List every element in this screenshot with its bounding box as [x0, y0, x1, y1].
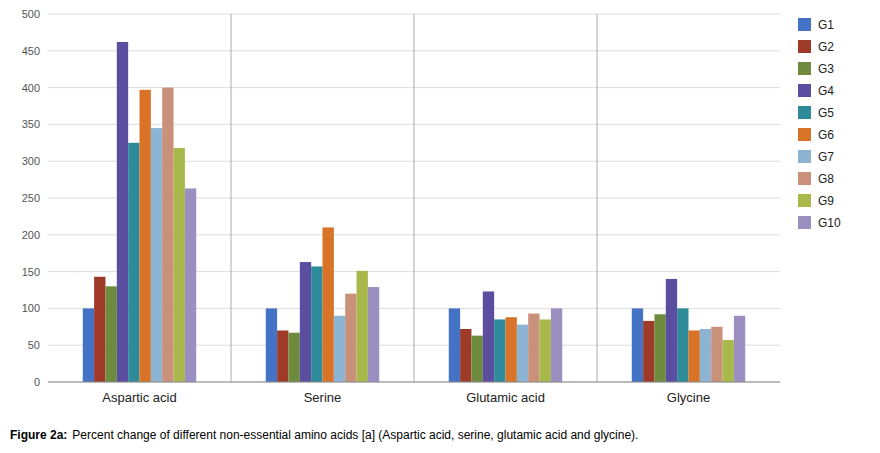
bar: [345, 294, 356, 382]
category-separator: [597, 14, 598, 382]
bar: [494, 319, 505, 382]
bar-series: [128, 143, 688, 382]
legend-label: G4: [818, 84, 834, 98]
legend-swatch: [798, 172, 811, 185]
y-tick-label: 0: [34, 376, 40, 388]
bar: [300, 262, 311, 382]
y-tick-label: 500: [22, 8, 40, 20]
legend-label: G10: [818, 216, 841, 230]
legend-label: G6: [818, 128, 834, 142]
bar: [689, 330, 700, 382]
chart: 0 50 100 150 200 250 300 350 400 450 500 Aspartic a…: [0, 0, 880, 453]
bar: [506, 317, 517, 382]
legend-label: G9: [818, 194, 834, 208]
bar: [551, 308, 562, 382]
bar: [311, 266, 322, 382]
bar: [334, 316, 345, 382]
y-tick-label: 400: [22, 82, 40, 94]
bar: [471, 336, 482, 382]
legend-label: G3: [818, 62, 834, 76]
bar: [277, 330, 288, 382]
bar: [323, 227, 334, 382]
bar: [643, 321, 654, 382]
caption-part: Percent change of different non-essentia…: [72, 428, 638, 442]
bar: [128, 143, 139, 382]
y-tick-label: 450: [22, 45, 40, 57]
x-axis: Aspartic acid Serine Glutamic acid Glycine: [48, 382, 780, 405]
bar: [654, 314, 665, 382]
category-separator: [231, 14, 232, 382]
bar: [483, 291, 494, 382]
x-tick-label: Glutamic acid: [466, 390, 545, 405]
bars: [83, 42, 745, 382]
bar: [174, 148, 185, 382]
legend-swatch: [798, 62, 811, 75]
bar: [723, 340, 734, 382]
legend-swatch: [798, 194, 811, 207]
x-axis-line: [48, 382, 780, 383]
y-tick-label: 50: [28, 339, 40, 351]
bar: [711, 327, 722, 382]
bar: [700, 329, 711, 382]
category-separators: [231, 14, 597, 382]
category-separator: [414, 14, 415, 382]
bar-series: [185, 188, 745, 382]
bar: [632, 308, 643, 382]
bar: [677, 308, 688, 382]
legend: G1 G2 G3 G4 G5 G6 G7 G8 G9 G10: [798, 18, 841, 230]
bar: [528, 314, 539, 382]
bar: [666, 279, 677, 382]
bar: [185, 188, 196, 382]
bar: [368, 287, 379, 382]
bar: [162, 88, 173, 382]
legend-label: G5: [818, 106, 834, 120]
x-tick-label: Glycine: [667, 390, 710, 405]
bar-series: [151, 128, 711, 382]
bar: [357, 271, 368, 382]
legend-swatch: [798, 40, 811, 53]
chart-container: 0 50 100 150 200 250 300 350 400 450 500 Aspartic a…: [0, 0, 880, 453]
legend-swatch: [798, 84, 811, 97]
y-tick-label: 300: [22, 155, 40, 167]
bar: [83, 308, 94, 382]
legend-swatch: [798, 216, 811, 229]
caption-part: Figure 2a:: [10, 428, 67, 442]
bar: [288, 333, 299, 382]
bar: [151, 128, 162, 382]
bar: [266, 308, 277, 382]
bar: [540, 319, 551, 382]
y-tick-label: 200: [22, 229, 40, 241]
legend-label: G2: [818, 40, 834, 54]
y-tick-label: 150: [22, 266, 40, 278]
legend-swatch: [798, 18, 811, 31]
y-tick-label: 250: [22, 192, 40, 204]
x-tick-label: Serine: [304, 390, 342, 405]
bar: [449, 308, 460, 382]
grid: [48, 14, 780, 382]
bar-series: [117, 42, 677, 382]
grid-line: [48, 382, 780, 383]
bar-series: [140, 90, 700, 382]
y-axis: 0 50 100 150 200 250 300 350 400 450 500: [22, 8, 40, 388]
legend-swatch: [798, 128, 811, 141]
legend-swatch: [798, 150, 811, 163]
legend-swatch: [798, 106, 811, 119]
bar-series: [162, 88, 722, 382]
bar: [94, 277, 105, 382]
bar: [734, 316, 745, 382]
bar: [140, 90, 151, 382]
bar: [117, 42, 128, 382]
legend-label: G8: [818, 172, 834, 186]
bar-series: [174, 148, 734, 382]
bar: [105, 286, 116, 382]
y-tick-label: 100: [22, 302, 40, 314]
legend-label: G7: [818, 150, 834, 164]
x-tick-label: Aspartic acid: [102, 390, 176, 405]
bar: [517, 325, 528, 382]
bar: [460, 329, 471, 382]
legend-label: G1: [818, 18, 834, 32]
y-tick-label: 350: [22, 118, 40, 130]
caption: Figure 2a: Percent change of different no…: [10, 428, 638, 442]
